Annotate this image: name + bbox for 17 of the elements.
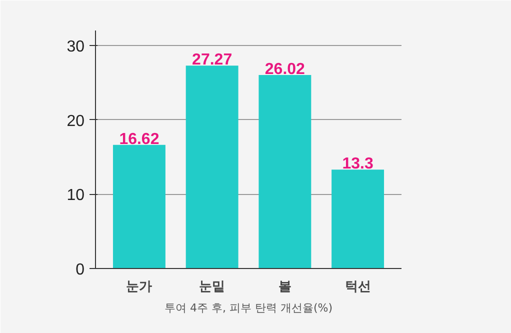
y-tick-label: 30 bbox=[66, 38, 85, 56]
x-axis-title: 투여 4주 후, 피부 탄력 개선율(%) bbox=[164, 302, 333, 314]
y-tick-label: 0 bbox=[76, 262, 85, 278]
x-tick-label: 턱선 bbox=[344, 280, 371, 294]
x-tick-label: 볼 bbox=[278, 280, 292, 294]
y-tick-label: 10 bbox=[66, 187, 85, 204]
y-tick-label: 20 bbox=[66, 112, 85, 130]
bar bbox=[332, 170, 384, 268]
data-label: 26.02 bbox=[264, 60, 306, 78]
bar bbox=[186, 66, 238, 268]
bar bbox=[112, 144, 166, 268]
data-label: 27.27 bbox=[192, 52, 232, 69]
x-tick-label: 눈가 bbox=[126, 280, 152, 294]
data-label: 16.62 bbox=[119, 130, 160, 148]
bar bbox=[258, 74, 312, 268]
data-label: 13.3 bbox=[342, 156, 374, 173]
x-tick-label: 눈밑 bbox=[199, 280, 226, 294]
